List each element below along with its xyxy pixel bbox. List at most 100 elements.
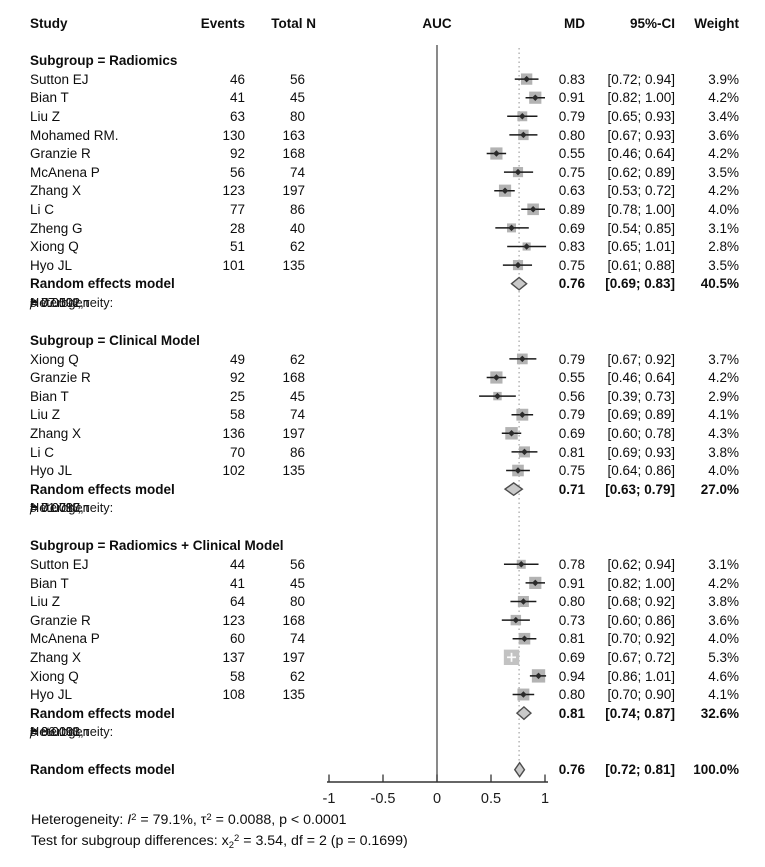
text-segment: 2 (228, 840, 234, 851)
total-n-value: 45 (289, 388, 305, 404)
text-segment: 2 (30, 502, 36, 514)
summary-ci-value: [0.63; 0.79] (605, 481, 675, 497)
subgroup-title: Subgroup = Radiomics + Clinical Model (30, 538, 284, 554)
study-name: Liu Z (30, 407, 61, 423)
ci-value: [0.62; 0.89] (607, 164, 675, 180)
summary-label: Random effects model (30, 276, 175, 292)
weight-value: 3.5% (708, 164, 739, 180)
weight-value: 4.2% (708, 90, 739, 106)
weight-value: 4.2% (708, 146, 739, 162)
summary-weight-value: 32.6% (700, 705, 739, 721)
md-value: 0.80 (558, 594, 585, 610)
summary-md-value: 0.81 (558, 705, 585, 721)
axis-tick-label: 0.5 (481, 791, 501, 807)
events-value: 130 (222, 127, 245, 143)
study-row: Sutton EJ 44 56 0.78 [0.62; 0.94] 3.1% (0, 555, 765, 574)
total-n-value: 62 (289, 668, 305, 684)
ci-value: [0.54; 0.85] (607, 220, 675, 236)
subgroup-title-row: Subgroup = Radiomics + Clinical Model (0, 536, 765, 555)
md-value: 0.75 (558, 257, 585, 273)
md-value: 0.56 (558, 388, 585, 404)
subgroup-title-row: Subgroup = Clinical Model (0, 331, 765, 350)
md-value: 0.89 (558, 202, 585, 217)
total-n-value: 62 (289, 351, 305, 367)
text-segment: Heterogeneity: (31, 812, 128, 828)
study-name: Bian T (30, 388, 69, 404)
events-value: 123 (222, 612, 245, 628)
study-row: Granzie R 123 168 0.73 [0.60; 0.86] 3.6% (0, 611, 765, 630)
col-header-total-n: Total N (271, 15, 316, 31)
summary-md-value: 0.71 (558, 481, 585, 497)
study-name: Mohamed RM. (30, 127, 119, 143)
study-row: Li C 77 86 0.89 [0.78; 1.00] 4.0% (0, 200, 765, 219)
study-row: Mohamed RM. 130 163 0.80 [0.67; 0.93] 3.6% (0, 126, 765, 145)
md-value: 0.83 (558, 71, 585, 87)
md-value: 0.69 (558, 220, 585, 236)
study-name: Zhang X (30, 650, 82, 665)
study-row: Li C 70 86 0.81 [0.69; 0.93] 3.8% (0, 443, 765, 462)
text-segment: = 0.0017 (30, 500, 81, 516)
ci-value: [0.60; 0.86] (607, 612, 675, 628)
summary-label: Random effects model (30, 705, 175, 721)
study-row: Bian T 25 45 0.56 [0.39; 0.73] 2.9% (0, 387, 765, 406)
study-row: McAnena P 60 74 0.81 [0.70; 0.92] 4.0% (0, 629, 765, 648)
overall-summary-row: Random effects model 0.76 [0.72; 0.81] 100.… (0, 760, 765, 779)
text-segment: = 0.0102, (30, 295, 84, 310)
summary-weight-value: 40.5% (700, 276, 739, 292)
md-value: 0.91 (558, 575, 585, 591)
weight-value: 4.0% (708, 202, 739, 217)
md-value: 0.75 (558, 463, 585, 479)
text-segment: I (30, 500, 34, 516)
summary-label: Random effects model (30, 481, 175, 497)
weight-value: 4.6% (708, 668, 739, 684)
total-n-value: 197 (282, 183, 305, 199)
subgroup-title: Subgroup = Clinical Model (30, 333, 200, 348)
md-value: 0.63 (558, 183, 585, 199)
text-segment: = 86.1%, τ (30, 724, 90, 740)
md-value: 0.69 (558, 650, 585, 665)
events-value: 63 (229, 109, 245, 124)
weight-value: 3.6% (708, 127, 739, 143)
text-segment: = 3.54, df = 2 (p = 0.1699) (239, 833, 408, 849)
total-n-value: 74 (289, 164, 305, 180)
col-header-md: MD (564, 15, 585, 31)
study-name: Xiong Q (30, 668, 79, 684)
weight-value: 3.6% (708, 612, 739, 628)
study-row: Hyo JL 102 135 0.75 [0.64; 0.86] 4.0% (0, 461, 765, 480)
weight-value: 3.1% (708, 557, 739, 572)
study-name: Bian T (30, 575, 69, 591)
study-name: Granzie R (30, 612, 91, 628)
summary-row: Random effects model 0.81 [0.74; 0.87] 32.6… (0, 704, 765, 723)
weight-value: 4.1% (708, 407, 739, 423)
study-row: Granzie R 92 168 0.55 [0.46; 0.64] 4.2% (0, 368, 765, 387)
events-value: 123 (222, 183, 245, 199)
md-value: 0.55 (558, 146, 585, 162)
events-value: 92 (229, 146, 245, 162)
events-value: 25 (229, 388, 245, 404)
weight-value: 4.3% (708, 426, 739, 441)
weight-value: 4.0% (708, 463, 739, 479)
col-header-weight: Weight (694, 15, 739, 31)
ci-value: [0.69; 0.89] (607, 407, 675, 423)
weight-value: 4.2% (708, 183, 739, 199)
ci-value: [0.82; 1.00] (607, 575, 675, 591)
overall-md-value: 0.76 (558, 762, 585, 778)
md-value: 0.83 (558, 239, 585, 255)
ci-value: [0.68; 0.92] (607, 594, 675, 610)
text-segment: Test for subgroup differences: x (31, 833, 229, 849)
text-segment: Heterogeneity: (30, 500, 114, 516)
study-row: Xiong Q 49 62 0.79 [0.67; 0.92] 3.7% (0, 350, 765, 369)
summary-ci-value: [0.69; 0.83] (605, 276, 675, 292)
ci-value: [0.62; 0.94] (607, 557, 675, 572)
md-value: 0.80 (558, 687, 585, 703)
text-segment: Heterogeneity: (30, 724, 114, 740)
study-row: Bian T 41 45 0.91 [0.82; 1.00] 4.2% (0, 574, 765, 593)
overall-weight-value: 100.0% (693, 762, 739, 778)
weight-value: 3.9% (708, 71, 739, 87)
study-name: Liu Z (30, 109, 61, 124)
text-segment: 2 (30, 297, 36, 308)
events-value: 101 (222, 257, 245, 273)
text-segment: 2 (206, 812, 212, 823)
summary-row: Random effects model 0.76 [0.69; 0.83] 40.5… (0, 274, 765, 293)
